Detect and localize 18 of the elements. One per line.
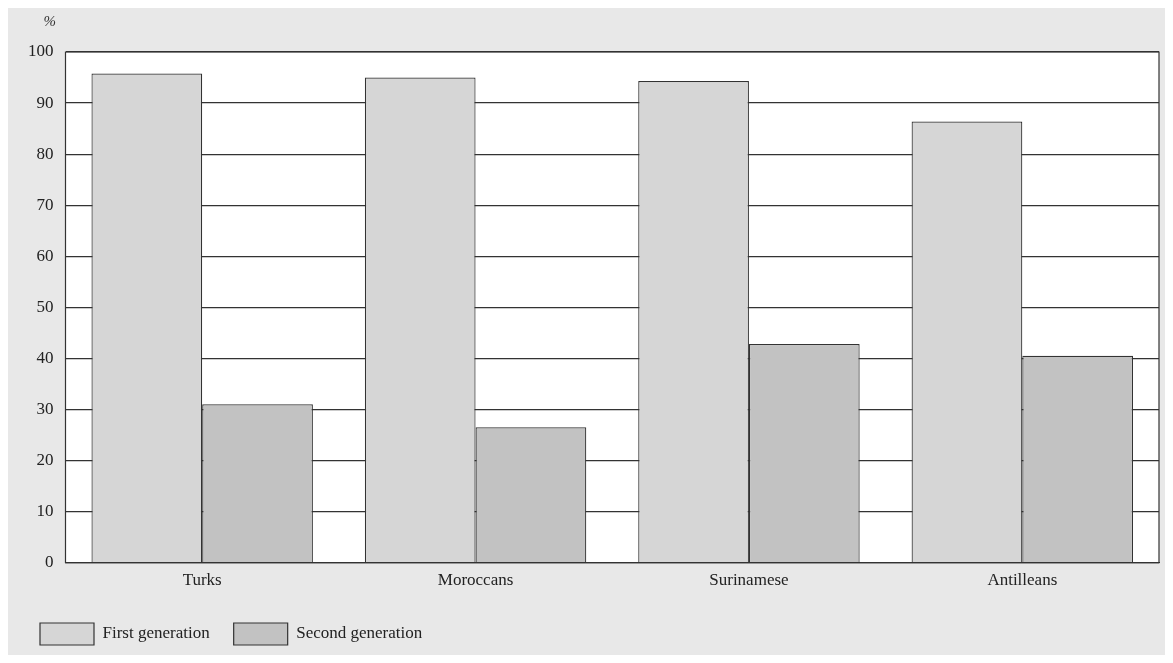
y-tick-label: 80 (36, 143, 54, 163)
y-tick-label: 40 (36, 347, 54, 367)
y-tick-label: 70 (36, 194, 54, 214)
y-axis-title: % (43, 12, 56, 29)
x-tick-label: Antilleans (987, 570, 1058, 590)
y-tick-label: 20 (36, 449, 54, 469)
y-tick-label: 60 (36, 245, 54, 265)
y-tick-label: 10 (36, 501, 54, 521)
y-tick-label: 100 (28, 41, 54, 61)
y-tick-label: 90 (36, 92, 54, 112)
x-tick-label: Surinamese (709, 570, 789, 590)
y-tick-label: 0 (45, 552, 54, 572)
x-tick-label: Moroccans (437, 570, 514, 590)
x-tick-label: Turks (182, 570, 222, 590)
y-tick-label: 50 (36, 296, 54, 316)
legend-label: Second generation (296, 623, 423, 643)
legend-label: First generation (102, 623, 211, 643)
y-tick-label: 30 (36, 398, 54, 418)
